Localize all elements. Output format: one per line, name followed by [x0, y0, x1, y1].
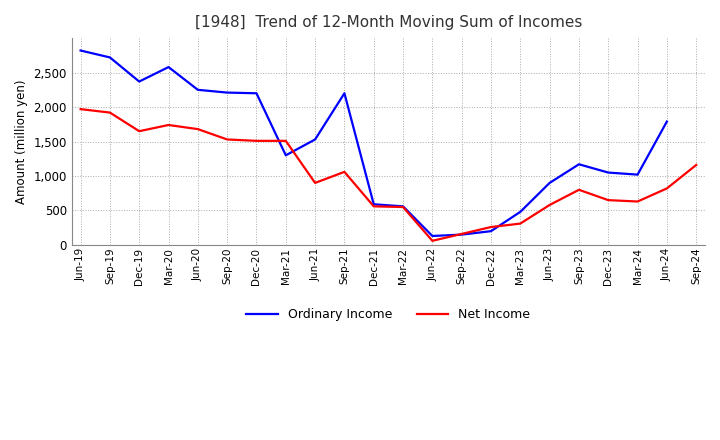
Net Income — [252, 138, 261, 143]
Ordinary Income — [135, 79, 143, 84]
Net Income — [634, 199, 642, 204]
Net Income — [369, 204, 378, 209]
Net Income — [604, 198, 613, 203]
Net Income — [516, 221, 525, 226]
Net Income — [311, 180, 320, 186]
Net Income — [282, 138, 290, 143]
Net Income — [399, 205, 408, 210]
Title: [1948]  Trend of 12-Month Moving Sum of Incomes: [1948] Trend of 12-Month Moving Sum of I… — [194, 15, 582, 30]
Y-axis label: Amount (million yen): Amount (million yen) — [15, 79, 28, 204]
Ordinary Income — [487, 228, 495, 234]
Net Income — [692, 162, 701, 168]
Ordinary Income — [428, 233, 437, 238]
Net Income — [428, 238, 437, 243]
Ordinary Income — [106, 55, 114, 60]
Net Income — [106, 110, 114, 115]
Net Income — [135, 128, 143, 134]
Net Income — [194, 126, 202, 132]
Net Income — [164, 122, 173, 128]
Line: Net Income: Net Income — [81, 109, 696, 241]
Ordinary Income — [282, 153, 290, 158]
Net Income — [487, 224, 495, 230]
Ordinary Income — [575, 161, 583, 167]
Ordinary Income — [311, 137, 320, 142]
Net Income — [457, 231, 466, 237]
Line: Ordinary Income: Ordinary Income — [81, 51, 667, 236]
Net Income — [575, 187, 583, 192]
Net Income — [340, 169, 348, 175]
Ordinary Income — [252, 91, 261, 96]
Ordinary Income — [516, 209, 525, 214]
Net Income — [223, 137, 232, 142]
Ordinary Income — [604, 170, 613, 175]
Ordinary Income — [634, 172, 642, 177]
Ordinary Income — [164, 64, 173, 70]
Ordinary Income — [194, 87, 202, 92]
Ordinary Income — [369, 202, 378, 207]
Ordinary Income — [76, 48, 85, 53]
Ordinary Income — [399, 204, 408, 209]
Net Income — [545, 202, 554, 208]
Ordinary Income — [223, 90, 232, 95]
Ordinary Income — [662, 119, 671, 124]
Legend: Ordinary Income, Net Income: Ordinary Income, Net Income — [241, 303, 536, 326]
Net Income — [662, 186, 671, 191]
Ordinary Income — [545, 180, 554, 186]
Net Income — [76, 106, 85, 112]
Ordinary Income — [457, 232, 466, 237]
Ordinary Income — [340, 91, 348, 96]
